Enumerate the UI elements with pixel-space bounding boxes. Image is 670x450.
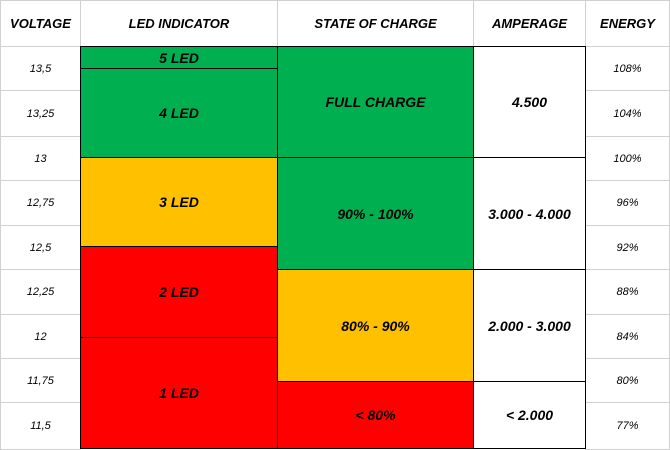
voltage-cell: 12,25: [0, 269, 81, 315]
energy-cell: 84%: [585, 314, 670, 359]
amperage-cell: 3.000 - 4.000: [473, 157, 586, 270]
amperage-cell: 4.500: [473, 46, 586, 158]
header-cell: AMPERAGE: [473, 0, 586, 47]
energy-cell: 77%: [585, 402, 670, 450]
energy-cell: 80%: [585, 358, 670, 403]
state-cell: FULL CHARGE: [277, 46, 474, 158]
energy-cell: 104%: [585, 90, 670, 137]
state-cell: < 80%: [277, 381, 474, 449]
voltage-cell: 12: [0, 314, 81, 359]
voltage-cell: 12,75: [0, 180, 81, 226]
header-cell: STATE OF CHARGE: [277, 0, 474, 47]
energy-cell: 100%: [585, 136, 670, 181]
amperage-cell: 2.000 - 3.000: [473, 269, 586, 382]
amperage-cell: < 2.000: [473, 381, 586, 449]
voltage-cell: 11,75: [0, 358, 81, 403]
led-cell: 5 LED: [80, 46, 278, 69]
voltage-cell: 13: [0, 136, 81, 181]
voltage-cell: 11,5: [0, 402, 81, 450]
voltage-cell: 13,5: [0, 46, 81, 91]
led-cell: 2 LED: [80, 246, 278, 338]
led-cell: 3 LED: [80, 157, 278, 247]
header-cell: ENERGY: [585, 0, 670, 47]
led-cell: 4 LED: [80, 68, 278, 158]
state-cell: 90% - 100%: [277, 157, 474, 270]
voltage-cell: 12,5: [0, 225, 81, 270]
energy-cell: 108%: [585, 46, 670, 91]
led-cell: 1 LED: [80, 337, 278, 449]
energy-cell: 88%: [585, 269, 670, 315]
header-cell: LED INDICATOR: [80, 0, 278, 47]
state-cell: 80% - 90%: [277, 269, 474, 382]
energy-cell: 96%: [585, 180, 670, 226]
energy-cell: 92%: [585, 225, 670, 270]
header-cell: VOLTAGE: [0, 0, 81, 47]
voltage-cell: 13,25: [0, 90, 81, 137]
